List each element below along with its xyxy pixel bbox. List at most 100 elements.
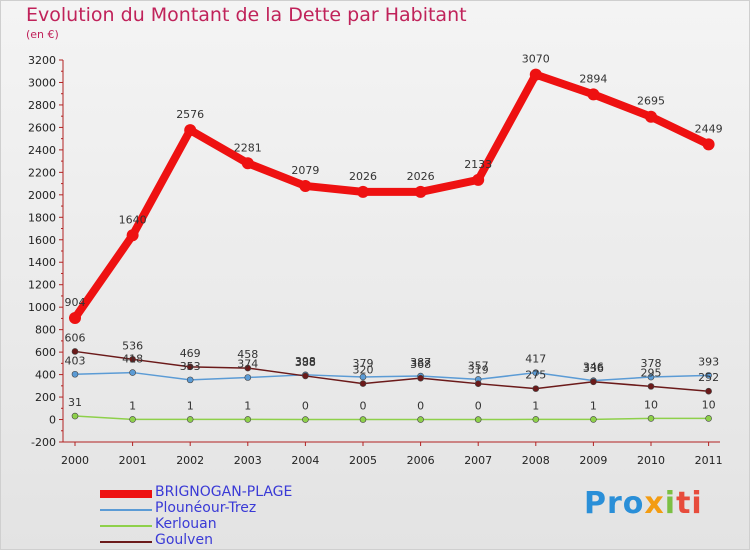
- data-label-1: 403: [65, 354, 86, 367]
- proxiti-logo: Proxiti: [584, 486, 703, 521]
- series-point-1: [244, 374, 252, 381]
- series-line-0: [71, 70, 713, 322]
- data-label-3: 388: [295, 356, 316, 369]
- x-tick-label: 2007: [464, 454, 492, 467]
- data-label-2: 1: [187, 399, 194, 412]
- data-label-0: 2026: [349, 170, 377, 183]
- data-label-3: 320: [353, 364, 374, 377]
- y-tick-label: 2400: [28, 144, 56, 157]
- series-point-3: [186, 363, 194, 371]
- y-tick-label: -200: [31, 436, 56, 449]
- data-label-0: 1640: [119, 213, 147, 226]
- data-label-2: 0: [475, 400, 482, 413]
- data-label-1: 374: [237, 358, 258, 371]
- data-label-2: 0: [417, 400, 424, 413]
- series-point-3: [474, 380, 482, 387]
- series-point-3: [129, 356, 136, 363]
- data-label-1: 387: [410, 356, 431, 369]
- y-tick-label: 800: [35, 324, 56, 337]
- series-point-3: [590, 378, 597, 386]
- series-point-2: [129, 416, 136, 423]
- data-label-3: 536: [122, 339, 143, 352]
- data-label-2: 1: [590, 399, 597, 412]
- series-point-1: [359, 373, 367, 381]
- data-label-0: 2576: [176, 108, 204, 121]
- logo-part-3: i: [664, 486, 677, 521]
- series-point-2: [474, 416, 482, 423]
- legend-swatch-brignogan: [100, 490, 152, 498]
- series-point-3: [647, 383, 655, 390]
- series-point-1: [129, 369, 136, 376]
- data-label-3: 336: [583, 362, 604, 375]
- y-tick-label: 2000: [28, 189, 56, 202]
- series-point-3: [244, 364, 252, 372]
- series-point-0: [472, 173, 485, 186]
- legend-label-brignogan: BRIGNOGAN-PLAGE: [155, 484, 293, 500]
- data-label-3: 458: [237, 348, 258, 361]
- series-line-3: [74, 350, 710, 392]
- series-point-0: [241, 157, 254, 170]
- y-tick-label: 1400: [28, 256, 56, 269]
- logo-part-1: Pro: [584, 486, 645, 521]
- series-point-3: [302, 372, 309, 380]
- data-label-3: 275: [525, 369, 546, 382]
- y-tick-label: 2800: [28, 99, 56, 112]
- data-label-1: 353: [180, 360, 201, 373]
- data-label-2: 0: [302, 400, 309, 413]
- series-point-2: [590, 416, 597, 423]
- data-label-0: 2894: [579, 72, 607, 85]
- x-tick-label: 2003: [234, 454, 262, 467]
- series-point-2: [417, 416, 424, 423]
- series-point-0: [587, 88, 600, 101]
- series-point-1: [647, 373, 655, 381]
- y-tick-label: 3200: [28, 54, 56, 67]
- series-point-0: [184, 124, 197, 137]
- x-tick-label: 2001: [119, 454, 147, 467]
- y-tick-label: 600: [35, 346, 56, 359]
- data-label-1: 417: [525, 353, 546, 366]
- data-label-3: 368: [410, 358, 431, 371]
- series-point-2: [244, 416, 252, 423]
- data-label-0: 904: [65, 296, 86, 309]
- series-point-2: [302, 416, 309, 423]
- series-point-3: [532, 385, 540, 392]
- x-tick-label: 2006: [407, 454, 435, 467]
- series-point-1: [532, 369, 540, 376]
- series-point-0: [69, 311, 81, 324]
- legend-label-kerlouan: Kerlouan: [155, 516, 217, 532]
- data-label-3: 606: [65, 331, 86, 344]
- data-label-3: 469: [180, 347, 201, 360]
- data-label-2: 10: [644, 398, 658, 411]
- series-point-2: [647, 415, 655, 422]
- data-label-1: 379: [353, 357, 374, 370]
- x-tick-label: 2008: [522, 454, 550, 467]
- y-tick-label: 2600: [28, 121, 56, 134]
- series-point-1: [186, 376, 194, 384]
- legend-label-goulven: Goulven: [155, 532, 213, 548]
- series-point-2: [186, 416, 194, 423]
- data-label-0: 2079: [291, 164, 319, 177]
- x-tick-label: 2009: [579, 454, 607, 467]
- y-tick-label: 1800: [28, 211, 56, 224]
- series-point-0: [126, 229, 139, 242]
- series-point-2: [71, 412, 79, 420]
- series-point-0: [702, 138, 715, 151]
- y-tick-label: 400: [35, 369, 56, 382]
- x-tick-label: 2002: [176, 454, 204, 467]
- series-point-3: [417, 374, 424, 382]
- data-label-0: 3070: [522, 53, 550, 66]
- series-point-1: [71, 370, 79, 378]
- y-tick-label: 1000: [28, 301, 56, 314]
- data-label-1: 398: [295, 355, 316, 368]
- y-tick-label: 200: [35, 391, 56, 404]
- data-label-2: 1: [532, 399, 539, 412]
- y-tick-label: 0: [49, 414, 56, 427]
- chart-title: Evolution du Montant de la Dette par Hab…: [26, 4, 467, 26]
- data-label-1: 357: [468, 359, 489, 372]
- series-point-3: [359, 380, 367, 387]
- legend-label-plouneour: Plounéour-Trez: [155, 500, 257, 516]
- series-point-0: [645, 110, 657, 123]
- series-point-0: [299, 179, 312, 192]
- series-point-3: [705, 387, 712, 395]
